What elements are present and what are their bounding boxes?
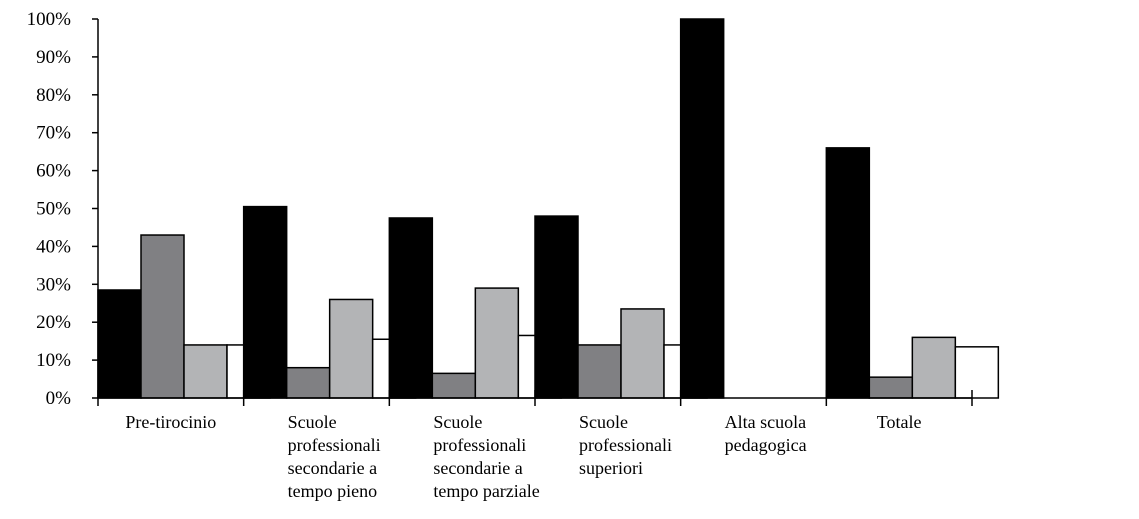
bar <box>183 344 228 399</box>
x-category-label-line: professionali <box>288 435 381 455</box>
y-tick-label: 10% <box>36 350 71 371</box>
x-category-label: Alta scuola pedagogica <box>725 412 807 455</box>
bar <box>242 205 288 399</box>
x-category-label-line: secondarie a <box>433 458 522 478</box>
bar <box>388 217 434 399</box>
y-tick-label: 80% <box>36 85 71 106</box>
x-category-label-line: Scuole <box>579 412 628 432</box>
x-category-label-line: Pre-tirocinio <box>125 412 216 432</box>
bar <box>868 376 914 399</box>
x-category-label-line: Scuole <box>433 412 482 432</box>
y-tick-label: 70% <box>36 123 71 144</box>
bar <box>431 372 477 399</box>
bar <box>954 346 1000 399</box>
y-tick-label: 0% <box>46 388 72 409</box>
x-category-label-line: tempo pieno <box>288 481 377 501</box>
x-category-label: Pre-tirocinio <box>125 412 216 432</box>
y-tick-label: 20% <box>36 312 71 333</box>
y-tick-label: 100% <box>27 9 72 30</box>
bar <box>679 18 725 399</box>
bar <box>825 147 871 399</box>
x-category-label: Scuole professionali secondarie a tempo pie… <box>288 412 381 501</box>
x-category-label-line: professionali <box>433 435 526 455</box>
x-category-label-line: tempo parziale <box>433 481 539 501</box>
bars <box>97 18 1000 399</box>
y-tick-label: 30% <box>36 274 71 295</box>
y-axis: 0% 10% 20% 30% 40% 50% 60% 70% 80% 90% 100% <box>27 9 99 409</box>
bar <box>620 308 665 399</box>
x-category-label: Scuole professionali secondarie a tempo par… <box>433 412 539 501</box>
bar <box>474 287 520 399</box>
bar <box>577 344 622 399</box>
y-tick-label: 60% <box>36 161 71 182</box>
y-tick-label: 50% <box>36 199 71 220</box>
x-category-label-line: secondarie a <box>288 458 377 478</box>
bar <box>534 215 579 399</box>
y-tick-label: 90% <box>36 47 71 68</box>
x-category-label: Totale <box>877 412 922 432</box>
x-category-label: Scuole professionali superiori <box>579 412 672 478</box>
x-axis: Pre-tirocinio Scuole professionali secondar… <box>97 390 973 501</box>
x-category-label-line: superiori <box>579 458 643 478</box>
x-category-label-line: Alta scuola <box>725 412 806 432</box>
bar <box>140 234 185 399</box>
x-category-label-line: professionali <box>579 435 672 455</box>
bar <box>97 289 142 399</box>
x-category-label-line: Scuole <box>288 412 337 432</box>
x-category-label-line: Totale <box>877 412 922 432</box>
bar <box>911 336 957 399</box>
y-tick-label: 40% <box>36 236 71 257</box>
bar <box>328 298 374 399</box>
x-category-label-line: pedagogica <box>725 435 807 455</box>
bar <box>285 366 331 399</box>
